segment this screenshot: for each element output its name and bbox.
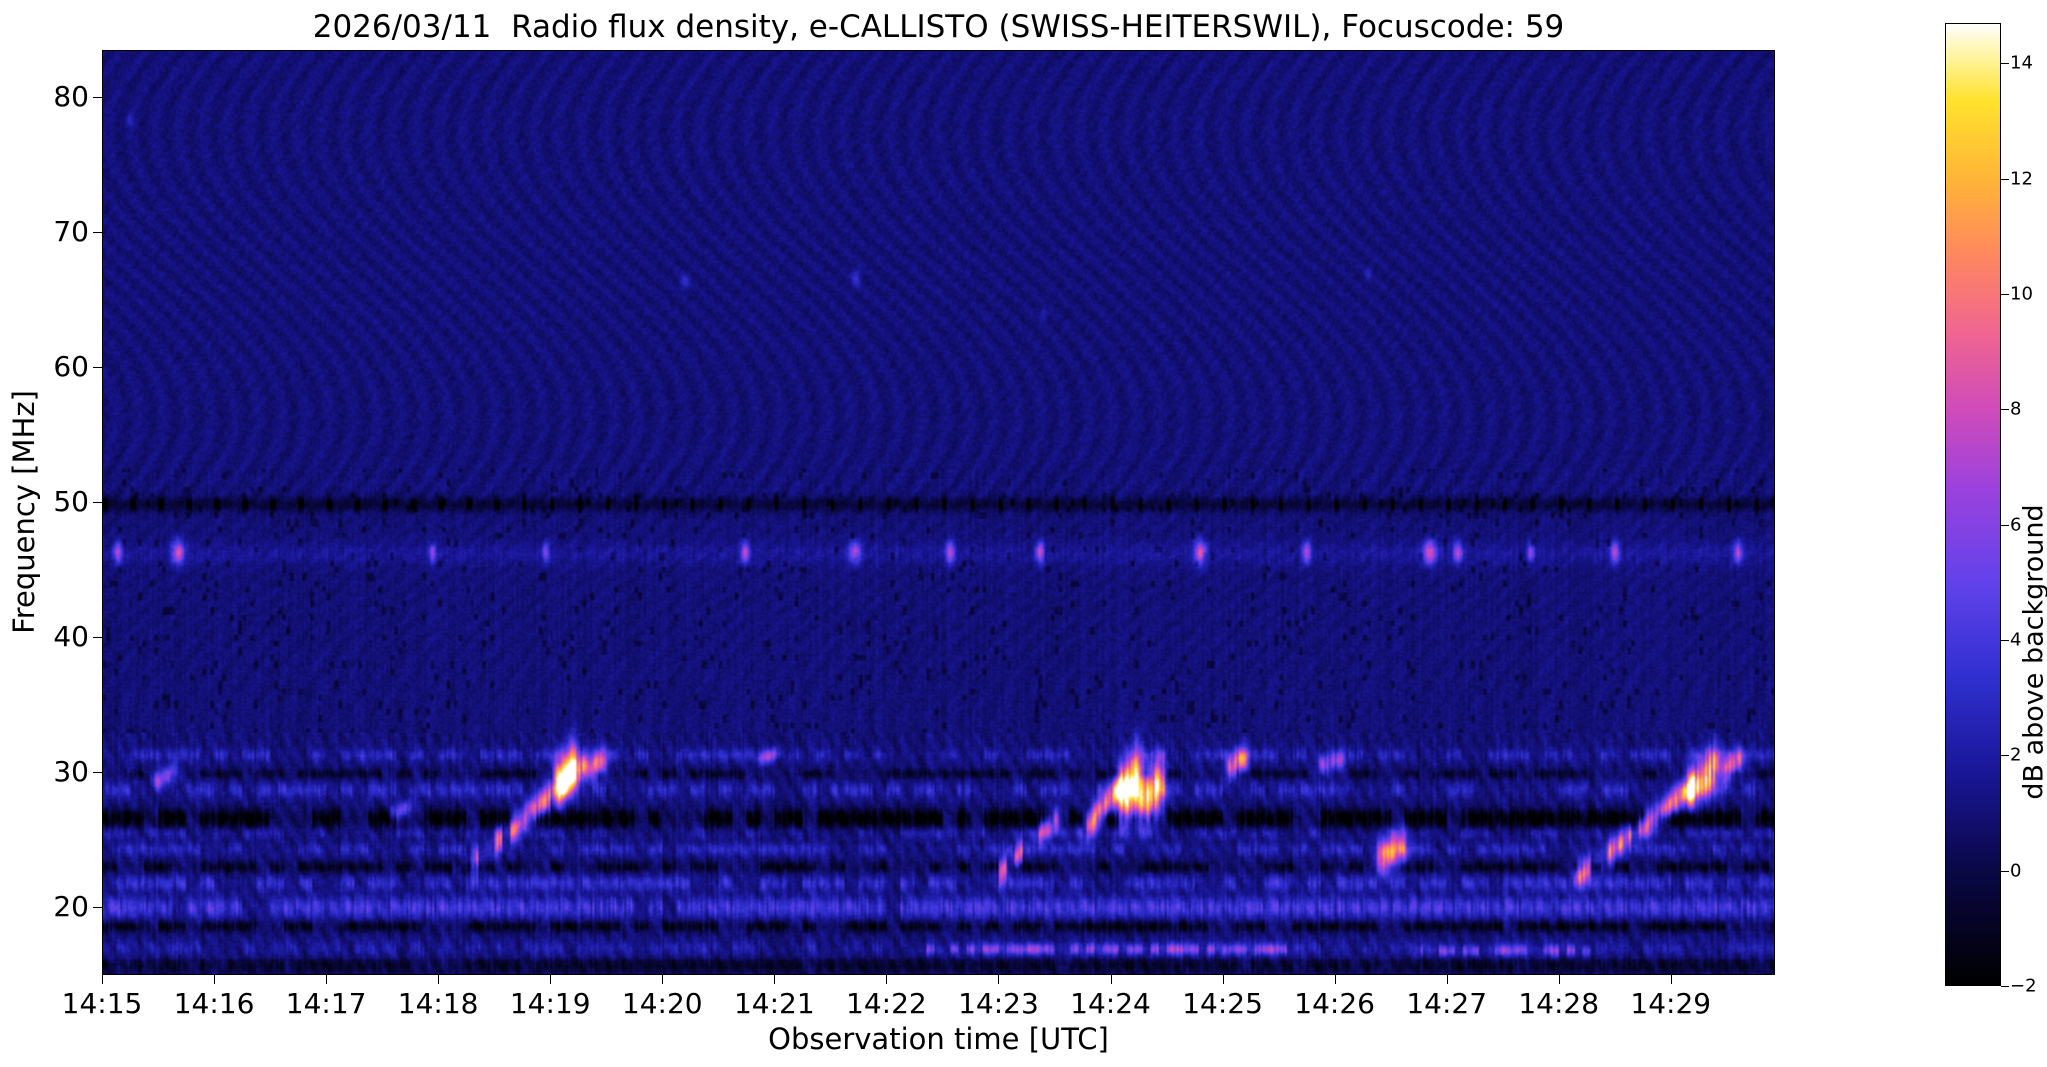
y-tick-mark <box>93 772 102 774</box>
x-tick-label: 14:27 <box>1406 987 1488 1020</box>
y-tick-label: 60 <box>53 350 89 384</box>
colorbar-label: dB above background <box>2018 504 2047 800</box>
x-tick-label: 14:28 <box>1518 987 1600 1020</box>
y-tick-label: 40 <box>53 620 89 654</box>
colorbar-tick-mark <box>2001 294 2009 296</box>
x-tick-label: 14:20 <box>621 987 703 1020</box>
x-tick-label: 14:23 <box>958 987 1039 1020</box>
spectrogram-canvas <box>102 50 1775 975</box>
x-tick-mark <box>214 975 216 984</box>
x-tick-mark <box>1446 975 1448 984</box>
x-tick-label: 14:25 <box>1182 987 1263 1020</box>
y-tick-label: 50 <box>53 485 89 519</box>
x-tick-mark <box>438 975 440 984</box>
colorbar-tick-mark <box>2001 63 2009 65</box>
colorbar-tick-label: 6 <box>2010 514 2022 536</box>
x-tick-mark <box>662 975 664 984</box>
x-tick-mark <box>774 975 776 984</box>
colorbar-tick-mark <box>2001 986 2009 987</box>
y-tick-label: 20 <box>53 890 89 924</box>
colorbar-tick-label: 2 <box>2010 744 2022 766</box>
x-tick-mark <box>1222 975 1224 984</box>
colorbar-tick-label: −2 <box>2010 975 2037 997</box>
x-tick-mark <box>1558 975 1560 984</box>
colorbar-tick-mark <box>2001 409 2009 411</box>
colorbar-tick-mark <box>2001 870 2009 872</box>
colorbar-tick-label: 0 <box>2010 860 2022 882</box>
colorbar-tick-label: 4 <box>2010 629 2022 651</box>
x-tick-label: 14:18 <box>397 987 479 1020</box>
x-tick-label: 14:24 <box>1070 987 1151 1020</box>
y-tick-mark <box>93 907 102 909</box>
y-tick-label: 30 <box>53 755 89 789</box>
x-tick-mark <box>1110 975 1112 984</box>
x-tick-label: 14:22 <box>846 987 927 1020</box>
x-tick-mark <box>326 975 328 984</box>
plot-area: 14:15 14:16 14:17 14:18 14:19 14:20 14:21 14:22… <box>53 50 1775 1020</box>
x-tick-mark <box>1334 975 1336 984</box>
y-tick-label: 70 <box>53 215 89 249</box>
colorbar-canvas <box>1945 23 2001 986</box>
colorbar-tick-mark <box>2001 640 2009 641</box>
y-tick-mark <box>93 502 102 504</box>
y-tick-mark <box>93 367 102 369</box>
colorbar-tick-mark <box>2001 524 2009 526</box>
x-tick-label: 14:15 <box>61 987 143 1020</box>
x-tick-label: 14:29 <box>1630 987 1712 1020</box>
y-tick-mark <box>93 97 102 99</box>
x-tick-mark <box>1670 975 1672 984</box>
y-tick-mark <box>93 232 102 234</box>
colorbar-tick-label: 14 <box>2010 52 2033 74</box>
colorbar-tick-label: 12 <box>2010 168 2033 190</box>
chart-title: 2026/03/11 Radio flux density, e-CALLIST… <box>312 9 1565 45</box>
x-tick-mark <box>998 975 1000 984</box>
colorbar-tick-mark <box>2001 755 2009 757</box>
x-tick-label: 14:16 <box>173 987 255 1020</box>
x-tick-label: 14:17 <box>285 987 367 1020</box>
y-tick-label: 80 <box>53 80 89 114</box>
colorbar-tick-label: 8 <box>2010 398 2022 420</box>
x-tick-label: 14:21 <box>733 987 815 1020</box>
colorbar-tick-label: 10 <box>2010 283 2033 305</box>
colorbar-tick-mark <box>2001 178 2009 180</box>
x-tick-label: 14:26 <box>1294 987 1375 1020</box>
x-tick-mark <box>102 975 103 984</box>
x-tick-mark <box>550 975 552 984</box>
y-axis-label: Frequency [MHz] <box>7 390 41 634</box>
y-tick-mark <box>93 637 102 639</box>
colorbar: 14 12 10 8 6 4 2 0 −2 <box>1945 23 2037 997</box>
x-tick-label: 14:19 <box>509 987 591 1020</box>
x-tick-mark <box>886 975 888 984</box>
x-axis-label: Observation time [UTC] <box>768 1022 1109 1056</box>
